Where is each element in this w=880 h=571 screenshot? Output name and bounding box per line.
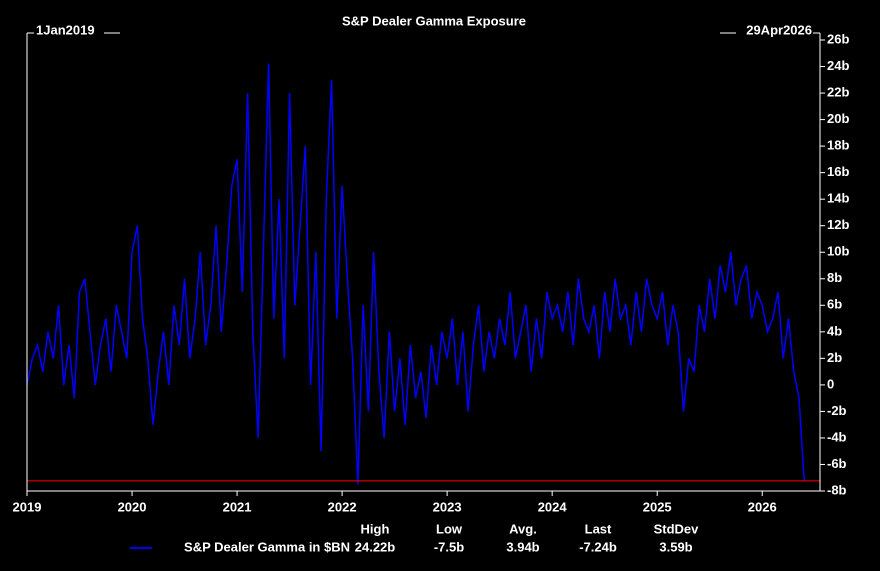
stat-header: StdDev — [654, 521, 700, 536]
stat-value: -7.5b — [434, 539, 464, 554]
end-date: 29Apr2026 — [746, 22, 812, 37]
x-tick-label: 2020 — [118, 499, 147, 514]
y-tick-label: 12b — [827, 217, 849, 232]
x-tick-label: 2022 — [328, 499, 357, 514]
stat-header: Avg. — [509, 521, 537, 536]
start-date: 1Jan2019 — [36, 22, 95, 37]
y-tick-label: -4b — [827, 429, 847, 444]
y-tick-label: 24b — [827, 58, 849, 73]
y-tick-label: 20b — [827, 111, 849, 126]
y-tick-label: 2b — [827, 350, 842, 365]
y-tick-label: 10b — [827, 244, 849, 259]
y-tick-label: 14b — [827, 191, 849, 206]
y-tick-label: 26b — [827, 31, 849, 46]
y-tick-label: -2b — [827, 403, 847, 418]
stat-header: Low — [436, 521, 463, 536]
y-tick-label: -6b — [827, 456, 847, 471]
x-tick-label: 2026 — [748, 499, 777, 514]
chart-title: S&P Dealer Gamma Exposure — [342, 13, 526, 28]
stat-header: High — [361, 521, 390, 536]
legend-label: S&P Dealer Gamma in $BN — [184, 539, 350, 554]
x-tick-label: 2021 — [223, 499, 252, 514]
stat-value: 3.94b — [506, 539, 539, 554]
stat-value: 3.59b — [659, 539, 692, 554]
y-tick-label: 4b — [827, 323, 842, 338]
y-tick-label: 18b — [827, 138, 849, 153]
x-tick-label: 2023 — [433, 499, 462, 514]
y-tick-label: 22b — [827, 84, 849, 99]
y-tick-label: 0 — [827, 376, 834, 391]
series-line — [26, 63, 805, 485]
y-tick-label: 8b — [827, 270, 842, 285]
y-tick-label: -8b — [827, 482, 847, 497]
stat-value: 24.22b — [355, 539, 396, 554]
x-tick-label: 2019 — [13, 499, 42, 514]
stat-value: -7.24b — [579, 539, 617, 554]
x-tick-label: 2024 — [538, 499, 568, 514]
stat-header: Last — [585, 521, 612, 536]
x-tick-label: 2025 — [643, 499, 672, 514]
y-tick-label: 16b — [827, 164, 849, 179]
y-tick-label: 6b — [827, 297, 842, 312]
